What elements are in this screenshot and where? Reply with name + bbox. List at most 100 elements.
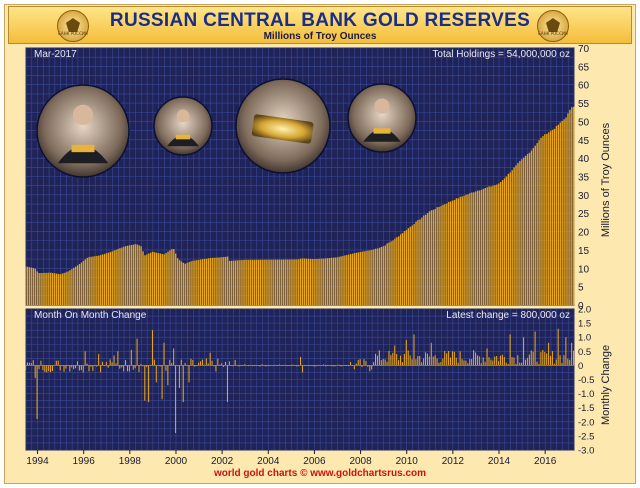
holdings-bar (471, 192, 473, 305)
holdings-bar (28, 267, 31, 305)
change-bar (448, 350, 450, 366)
holdings-bar (521, 159, 523, 305)
change-bar (357, 359, 359, 366)
y-tick-label: 60 (578, 81, 590, 92)
change-bar (355, 363, 357, 366)
change-bar (380, 360, 382, 366)
holdings-bar (246, 259, 248, 305)
holdings-bar (92, 256, 94, 305)
x-tick-label: 1998 (119, 456, 142, 467)
holdings-bar (461, 196, 463, 305)
y-tick-label: 20 (578, 228, 590, 239)
change-bar (117, 351, 119, 366)
change-bar (513, 357, 515, 366)
change-bar (100, 365, 102, 373)
holdings-bar (40, 272, 42, 305)
holdings-bar (430, 210, 433, 305)
holdings-bar (557, 124, 560, 305)
change-bar (482, 357, 484, 366)
change-bar (184, 362, 186, 366)
holdings-bar (474, 191, 477, 305)
change-bar (361, 365, 363, 368)
y-tick-label: -2.5 (578, 431, 594, 442)
change-bar (209, 352, 211, 366)
x-tick-label: 2002 (211, 456, 234, 467)
holdings-bar (211, 257, 213, 305)
change-bar (563, 355, 565, 366)
holdings-bar (50, 272, 52, 305)
change-bar (132, 365, 134, 370)
holdings-bar (448, 201, 450, 305)
y-tick-label: 30 (578, 191, 590, 202)
change-bar (226, 365, 228, 403)
holdings-bar (251, 259, 254, 305)
holdings-bar (517, 163, 519, 305)
holdings-bar (407, 228, 410, 305)
change-bar (111, 362, 113, 366)
holdings-bar (90, 256, 92, 305)
holdings-bar (63, 272, 65, 305)
holdings-bar (548, 132, 550, 305)
holdings-bar (228, 260, 231, 305)
holdings-bar (194, 260, 196, 305)
change-bar (292, 364, 294, 366)
change-bar (155, 365, 157, 383)
holdings-bar (188, 262, 190, 305)
change-bar (473, 350, 475, 366)
change-bar (544, 352, 546, 366)
holdings-bar (161, 253, 163, 305)
change-bar (221, 363, 223, 366)
holdings-bar (25, 266, 27, 305)
holdings-bar (153, 252, 156, 305)
change-bar (192, 359, 194, 366)
holdings-bar (290, 259, 292, 305)
change-bar (401, 362, 403, 366)
holdings-bar (136, 244, 138, 305)
change-bar (167, 365, 169, 386)
holdings-bar (469, 193, 471, 305)
holdings-bar (142, 251, 144, 305)
change-bar (392, 352, 394, 366)
holdings-bar (248, 259, 250, 305)
change-bar (50, 365, 52, 373)
change-bar (128, 365, 130, 372)
change-bar (140, 363, 142, 366)
change-bar (234, 360, 236, 366)
holdings-bar (563, 119, 565, 305)
change-bar (71, 365, 73, 368)
y-tick-label: -1.0 (578, 389, 594, 400)
holdings-bar (336, 257, 338, 305)
holdings-bar (399, 234, 402, 305)
holdings-bar (276, 259, 279, 305)
holdings-bar (121, 247, 123, 305)
x-tick-label: 2010 (396, 456, 419, 467)
change-bar (136, 338, 138, 366)
holdings-bar (242, 259, 244, 305)
change-bar (365, 361, 367, 366)
holdings-bar (544, 134, 546, 305)
holdings-bar (250, 259, 252, 305)
change-bar (526, 357, 528, 366)
change-bar (573, 350, 575, 366)
holdings-bar (226, 256, 229, 305)
holdings-bar (367, 250, 369, 305)
change-bar (200, 361, 202, 366)
holdings-bar (524, 155, 527, 305)
change-bar (188, 365, 190, 383)
holdings-bar (190, 261, 192, 305)
change-bar (423, 358, 425, 366)
y-tick-label: 25 (578, 209, 590, 220)
holdings-bar (384, 245, 386, 305)
change-bar (501, 354, 503, 366)
holdings-bar (217, 257, 219, 305)
change-bar (55, 360, 57, 366)
change-bar (75, 365, 77, 369)
holdings-bar (567, 113, 569, 305)
holdings-bar (551, 129, 554, 305)
change-bar (165, 365, 167, 371)
holdings-bar (184, 263, 187, 305)
holdings-bar (244, 259, 246, 305)
change-bar (126, 365, 128, 372)
upper-y-axis: 0 5 10 15 20 25 30 35 40 45 50 55 60 65 70 (578, 44, 590, 312)
change-bar (421, 362, 423, 366)
